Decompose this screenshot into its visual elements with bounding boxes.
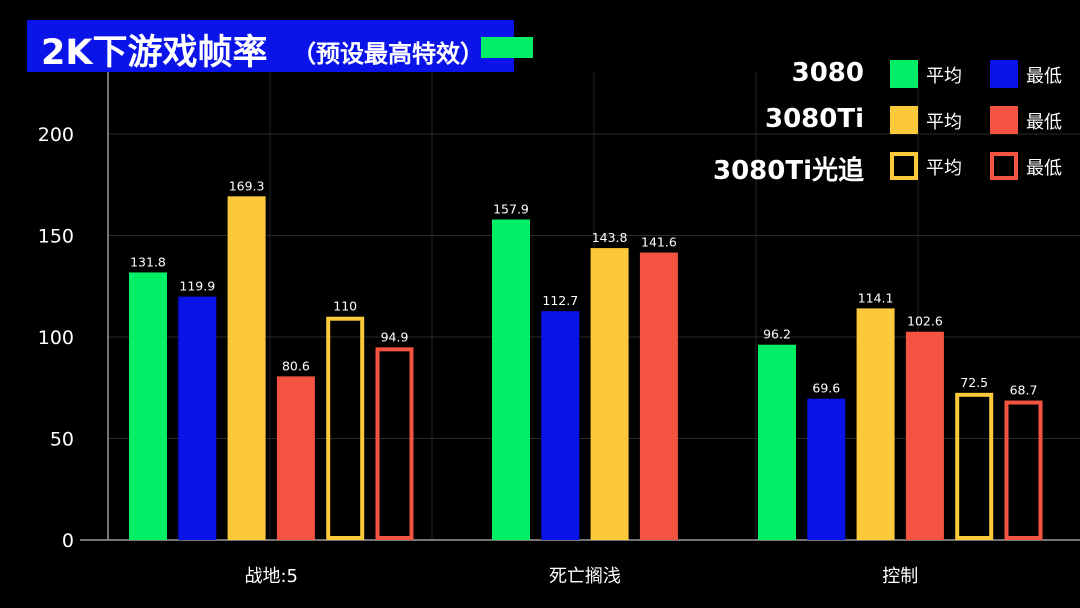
data-label: 102.6	[907, 314, 943, 329]
data-label: 131.8	[130, 254, 166, 269]
x-tick-label: 控制	[882, 566, 918, 587]
bar	[227, 196, 266, 541]
legend-series-label: 3080Ti光追	[712, 156, 864, 186]
bar	[129, 272, 167, 540]
chart-subtitle: （预设最高特效）	[292, 40, 484, 68]
bar	[758, 344, 796, 540]
bar	[178, 296, 217, 540]
legend-swatch-avg	[890, 106, 918, 134]
data-label: 169.3	[229, 178, 265, 193]
legend-label-min: 最低	[1026, 112, 1062, 133]
data-label: 157.9	[493, 201, 529, 216]
data-label: 68.7	[1010, 383, 1038, 398]
bar	[807, 398, 846, 540]
y-tick-label: 100	[38, 327, 74, 349]
data-label: 114.1	[858, 290, 894, 305]
chart-title: 2K下游戏帧率	[41, 33, 268, 73]
bar	[1004, 400, 1043, 540]
legend-swatch-avg	[890, 60, 918, 88]
title-banner: 2K下游戏帧率 （预设最高特效）	[27, 20, 514, 73]
bar	[326, 316, 365, 541]
legend-series-label: 3080Ti	[764, 104, 864, 134]
legend-label-min: 最低	[1026, 158, 1062, 179]
data-label: 141.6	[641, 235, 677, 250]
data-label: 69.6	[812, 381, 840, 396]
legend-label-avg: 平均	[926, 112, 962, 133]
y-tick-label: 150	[38, 226, 74, 248]
data-label: 80.6	[282, 358, 310, 373]
data-label: 96.2	[763, 327, 791, 342]
data-label: 110	[333, 299, 357, 314]
data-label: 94.9	[381, 329, 409, 344]
legend-label-avg: 平均	[926, 66, 962, 87]
data-label: 119.9	[179, 279, 215, 294]
data-label: 143.8	[592, 230, 628, 245]
bar	[955, 392, 994, 541]
y-tick-label: 200	[38, 124, 74, 146]
data-label: 72.5	[960, 375, 988, 390]
y-tick-label: 50	[50, 429, 74, 451]
legend-swatch-min	[990, 106, 1018, 134]
bar	[856, 308, 895, 540]
bar	[590, 248, 629, 540]
legend-label-avg: 平均	[926, 158, 962, 179]
legend-series-label: 3080	[791, 58, 864, 88]
y-tick-label: 0	[62, 530, 74, 552]
legend-swatch-min	[990, 152, 1018, 180]
x-tick-label: 死亡搁浅	[549, 566, 621, 587]
bar	[492, 219, 530, 540]
legend-swatch-min	[990, 60, 1018, 88]
legend-label-min: 最低	[1026, 66, 1062, 87]
data-label: 112.7	[542, 293, 578, 308]
bar	[639, 252, 678, 540]
bar	[276, 376, 315, 540]
bar	[905, 331, 944, 540]
bar	[375, 347, 414, 540]
title-accent-swatch	[481, 37, 533, 58]
legend-swatch-avg	[890, 152, 918, 180]
bar	[541, 311, 580, 540]
x-tick-label: 战地:5	[244, 566, 298, 587]
